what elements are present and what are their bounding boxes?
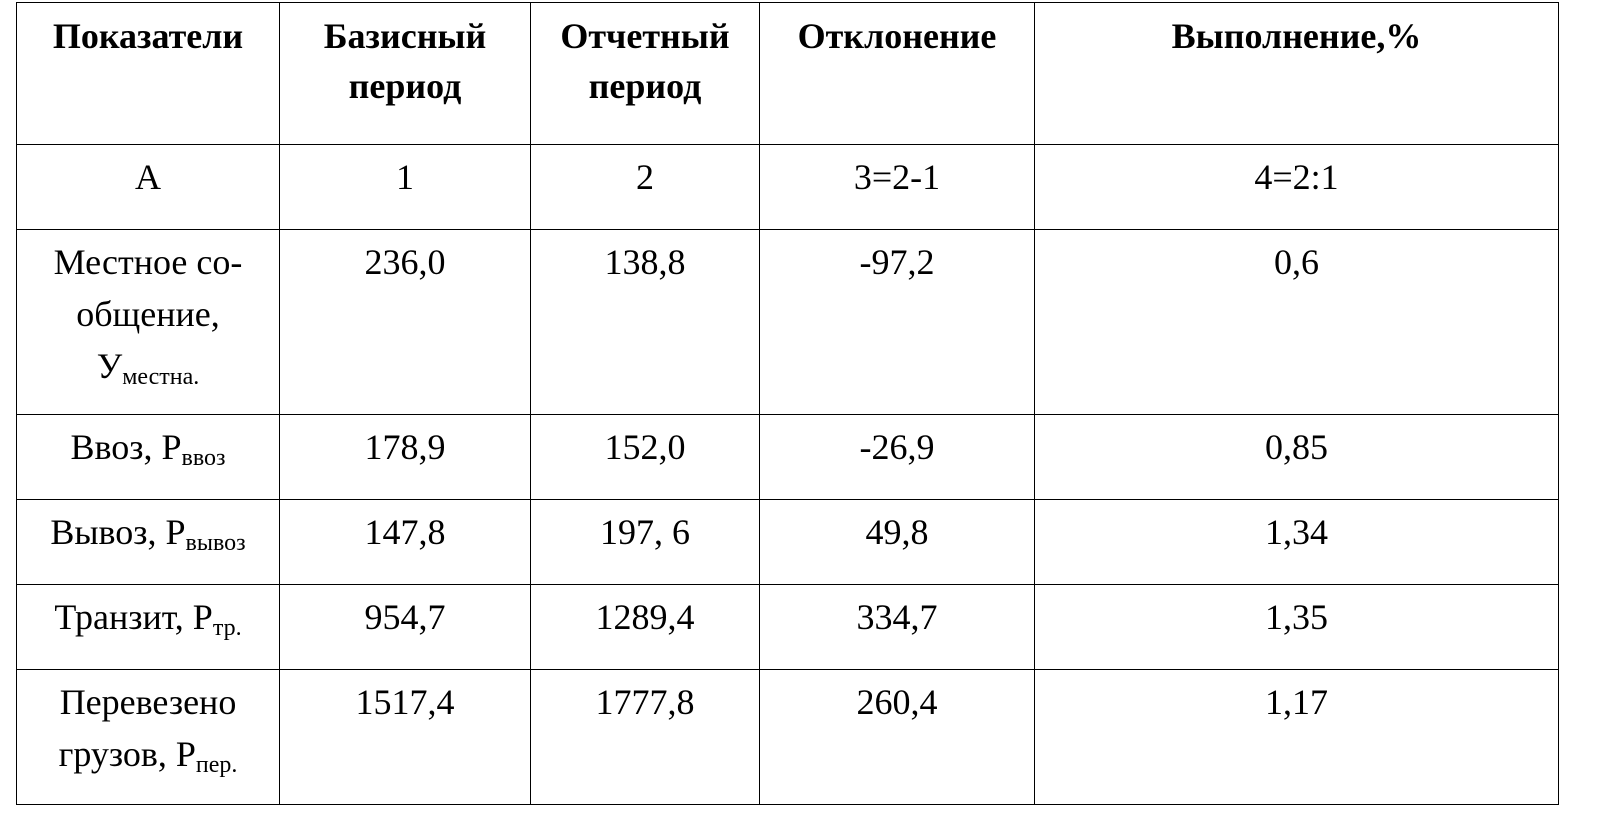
index-row: А 1 2 3=2-1 4=2:1: [16, 144, 1559, 230]
table-body: А 1 2 3=2-1 4=2:1 Местное со-общение, Уместна…: [16, 144, 1559, 805]
subscript: вывоз: [185, 530, 246, 556]
row-symbol: Ртр.: [192, 597, 242, 640]
row-label: Перевезено грузов,: [58, 682, 237, 774]
data-row: Местное со-общение, Уместна. 236,0 138,8 -9…: [16, 229, 1559, 415]
value-cell: 0,6: [1034, 229, 1559, 415]
data-row: Ввоз, Рввоз 178,9 152,0 -26,9 0,85: [16, 414, 1559, 500]
header-cell: Отклонение: [759, 2, 1035, 145]
header-cell: Выполнение,%: [1034, 2, 1559, 145]
subscript: местна.: [122, 364, 200, 390]
value-cell: -97,2: [759, 229, 1035, 415]
row-label-cell: Транзит, Ртр.: [16, 584, 280, 670]
data-row: Перевезено грузов, Рпер. 1517,4 1777,8 260,…: [16, 669, 1559, 805]
value-cell: 147,8: [279, 499, 531, 585]
row-label: Ввоз,: [70, 427, 153, 467]
value-cell: 138,8: [530, 229, 760, 415]
subscript: пер.: [195, 752, 238, 778]
value-cell: 1517,4: [279, 669, 531, 805]
subscript: тр.: [212, 615, 242, 641]
value-cell: 197, 6: [530, 499, 760, 585]
row-label-cell: Местное со-общение, Уместна.: [16, 229, 280, 415]
row-label-cell: Ввоз, Рввоз: [16, 414, 280, 500]
value-cell: 1,34: [1034, 499, 1559, 585]
symbol: Р: [192, 597, 213, 637]
row-label: Вывоз,: [50, 512, 157, 552]
row-symbol: Рпер.: [175, 734, 238, 777]
row-symbol: Уместна.: [96, 346, 200, 389]
row-symbol: Рввоз: [161, 427, 225, 470]
data-table: Показатели Базисный период Отчетный период…: [16, 2, 1559, 805]
symbol: Р: [175, 734, 196, 774]
header-cell: Отчетный период: [530, 2, 760, 145]
row-label-cell: Вывоз, Рвывоз: [16, 499, 280, 585]
value-cell: 260,4: [759, 669, 1035, 805]
index-cell: А: [16, 144, 280, 230]
header-row: Показатели Базисный период Отчетный период…: [16, 2, 1559, 145]
data-row: Вывоз, Рвывоз 147,8 197, 6 49,8 1,34: [16, 499, 1559, 585]
value-cell: 178,9: [279, 414, 531, 500]
row-label: Местное со-общение,: [53, 242, 243, 334]
value-cell: 1777,8: [530, 669, 760, 805]
row-label: Транзит,: [54, 597, 184, 637]
value-cell: 236,0: [279, 229, 531, 415]
index-cell: 1: [279, 144, 531, 230]
symbol: Р: [165, 512, 186, 552]
value-cell: 1289,4: [530, 584, 760, 670]
value-cell: 0,85: [1034, 414, 1559, 500]
value-cell: 152,0: [530, 414, 760, 500]
value-cell: -26,9: [759, 414, 1035, 500]
data-row: Транзит, Ртр. 954,7 1289,4 334,7 1,35: [16, 584, 1559, 670]
value-cell: 954,7: [279, 584, 531, 670]
row-symbol: Рвывоз: [165, 512, 246, 555]
symbol: У: [96, 346, 123, 386]
value-cell: 1,35: [1034, 584, 1559, 670]
subscript: ввоз: [181, 445, 226, 471]
index-cell: 2: [530, 144, 760, 230]
index-cell: 3=2-1: [759, 144, 1035, 230]
index-cell: 4=2:1: [1034, 144, 1559, 230]
header-cell: Базисный период: [279, 2, 531, 145]
header-cell: Показатели: [16, 2, 280, 145]
table-head: Показатели Базисный период Отчетный период…: [16, 2, 1559, 145]
value-cell: 1,17: [1034, 669, 1559, 805]
row-label-cell: Перевезено грузов, Рпер.: [16, 669, 280, 805]
symbol: Р: [161, 427, 182, 467]
value-cell: 49,8: [759, 499, 1035, 585]
value-cell: 334,7: [759, 584, 1035, 670]
